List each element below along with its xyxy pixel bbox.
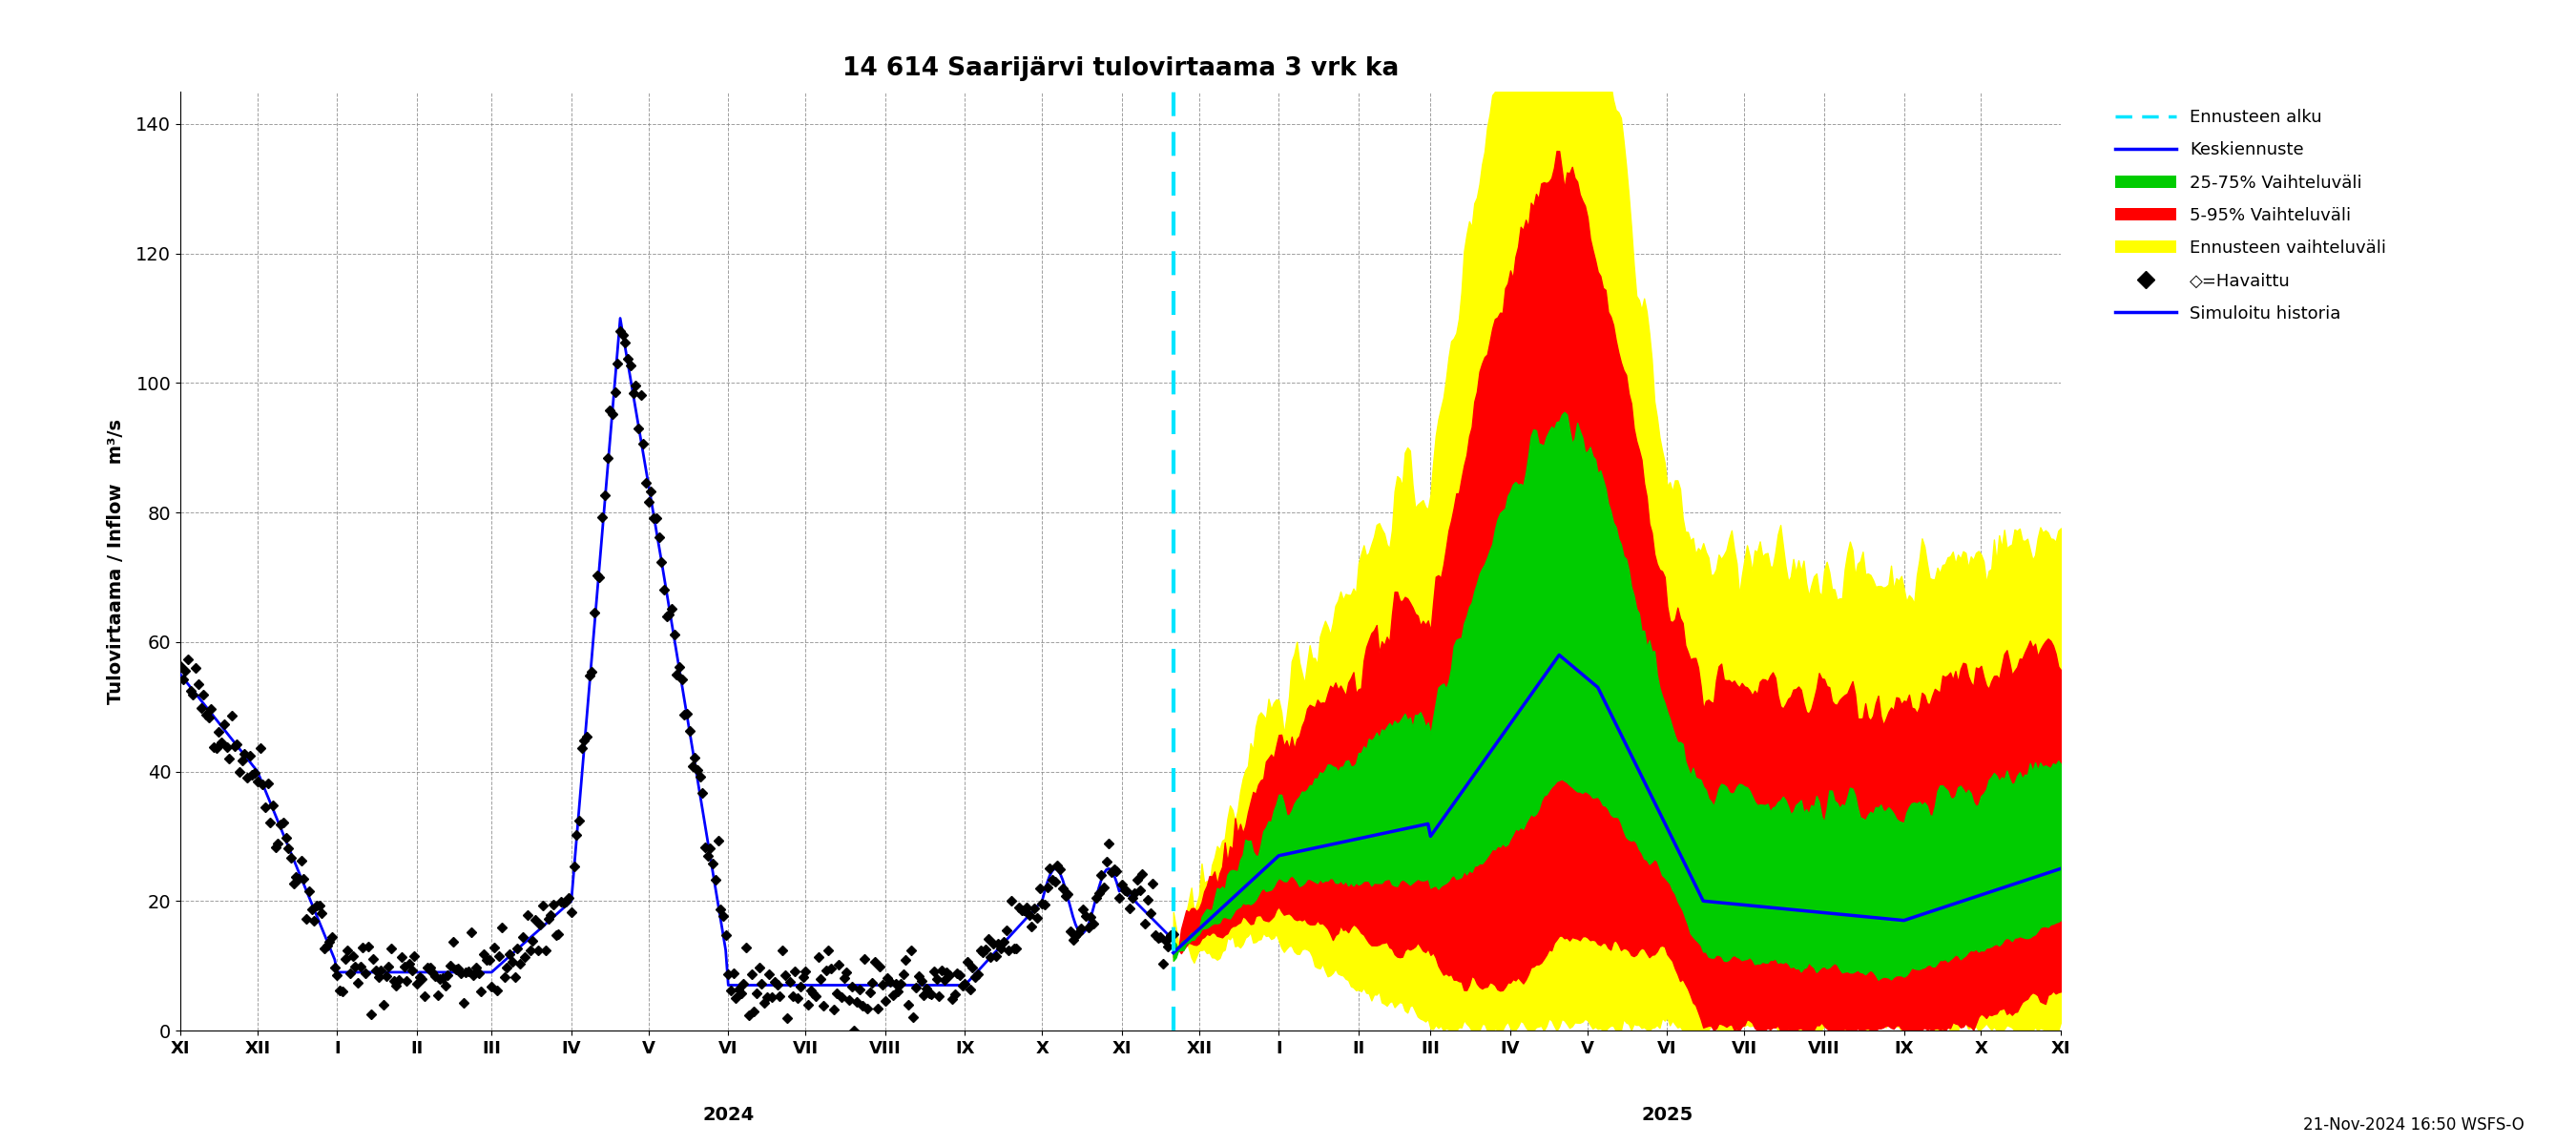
Text: 2025: 2025 xyxy=(1641,1106,1692,1123)
Title: 14 614 Saarijärvi tulovirtaama 3 vrk ka: 14 614 Saarijärvi tulovirtaama 3 vrk ka xyxy=(842,56,1399,81)
Text: 21-Nov-2024 16:50 WSFS-O: 21-Nov-2024 16:50 WSFS-O xyxy=(2303,1116,2524,1134)
Y-axis label: Tulovirtaama / Inflow   m³/s: Tulovirtaama / Inflow m³/s xyxy=(108,418,126,704)
Text: 2024: 2024 xyxy=(703,1106,755,1123)
Legend: Ennusteen alku, Keskiennuste, 25-75% Vaihteluväli, 5-95% Vaihteluväli, Ennusteen: Ennusteen alku, Keskiennuste, 25-75% Vai… xyxy=(2107,101,2396,331)
